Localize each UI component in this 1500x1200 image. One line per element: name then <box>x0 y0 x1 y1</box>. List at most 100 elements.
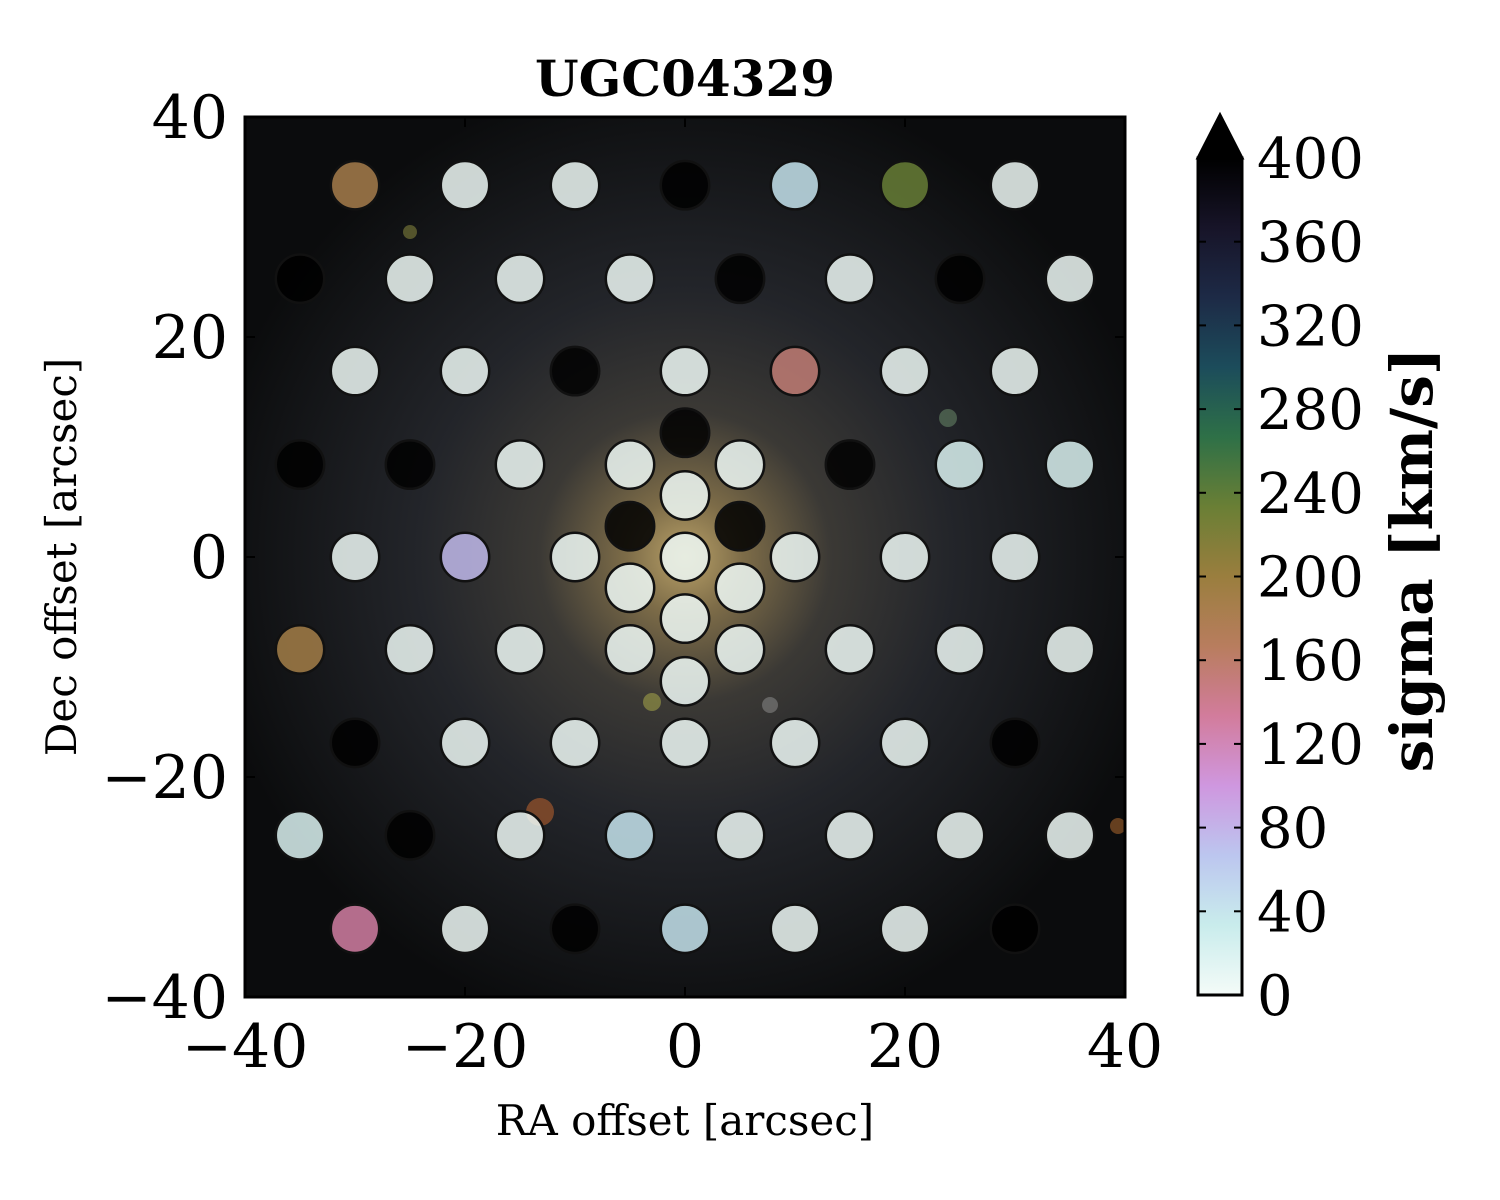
fiber-marker <box>879 345 931 397</box>
colorbar-tick-label: 160 <box>1257 629 1364 694</box>
fiber-marker <box>989 345 1041 397</box>
fiber-marker <box>274 623 326 675</box>
y-tick-label: 40 <box>152 83 228 153</box>
fiber-marker <box>934 809 986 861</box>
fiber-marker <box>769 345 821 397</box>
fiber-marker <box>824 623 876 675</box>
fiber-marker <box>329 531 381 583</box>
fiber-marker <box>769 159 821 211</box>
fiber-marker <box>384 439 436 491</box>
fiber-marker <box>604 562 656 614</box>
y-axis-label: Dec offset [arcsec] <box>37 358 86 757</box>
x-tick-label: −40 <box>182 1012 309 1082</box>
fiber-marker <box>989 159 1041 211</box>
fiber-marker <box>1044 809 1096 861</box>
fiber-marker <box>659 655 711 707</box>
fiber-marker <box>989 717 1041 769</box>
fiber-marker <box>604 500 656 552</box>
fiber-marker <box>714 809 766 861</box>
x-tick-label: −20 <box>402 1012 529 1082</box>
colorbar-tick-label: 360 <box>1257 211 1364 276</box>
fiber-marker <box>439 159 491 211</box>
x-tick-label: 0 <box>666 1012 704 1082</box>
y-tick-label: 0 <box>190 523 228 593</box>
x-tick-label: 40 <box>1087 1012 1163 1082</box>
fiber-marker <box>879 159 931 211</box>
fiber-marker <box>989 903 1041 955</box>
fiber-marker <box>494 253 546 305</box>
fiber-marker <box>604 809 656 861</box>
fiber-marker <box>714 253 766 305</box>
fiber-marker <box>659 903 711 955</box>
fiber-marker <box>274 253 326 305</box>
fiber-marker <box>329 159 381 211</box>
fiber-marker <box>494 439 546 491</box>
fiber-marker <box>549 159 601 211</box>
colorbar-extend-arrow <box>1195 111 1245 160</box>
colorbar-tick-label: 40 <box>1257 880 1328 945</box>
y-tick-label: 20 <box>152 303 228 373</box>
fiber-marker <box>659 593 711 645</box>
colorbar-tick-label: 320 <box>1257 294 1364 359</box>
fiber-marker <box>439 345 491 397</box>
fiber-marker <box>934 439 986 491</box>
fiber-marker <box>439 531 491 583</box>
colorbar-tick-label: 80 <box>1257 797 1328 862</box>
fiber-marker <box>1044 623 1096 675</box>
chart-title: UGC04329 <box>535 49 835 108</box>
fiber-marker <box>439 903 491 955</box>
fiber-marker <box>549 903 601 955</box>
fiber-marker <box>549 345 601 397</box>
fiber-markers <box>274 159 1096 955</box>
colorbar-ticks <box>1198 240 1242 913</box>
fiber-marker <box>274 439 326 491</box>
fiber-marker <box>824 809 876 861</box>
colorbar-tick-label: 0 <box>1257 964 1293 1029</box>
fiber-marker <box>714 562 766 614</box>
fiber-marker <box>659 531 711 583</box>
fiber-marker <box>824 253 876 305</box>
fiber-marker <box>769 531 821 583</box>
fiber-marker <box>769 903 821 955</box>
fiber-marker <box>329 345 381 397</box>
x-tick-label: 20 <box>867 1012 943 1082</box>
colorbar: 0 40 80 120 160 200 240 280 320 360 400 sigma [km/… <box>1195 111 1446 1029</box>
fiber-marker <box>879 717 931 769</box>
colorbar-tick-label: 200 <box>1257 546 1364 611</box>
fiber-marker <box>659 717 711 769</box>
fiber-marker <box>604 253 656 305</box>
colorbar-tick-label: 240 <box>1257 462 1364 527</box>
fiber-marker <box>879 903 931 955</box>
fiber-marker <box>769 717 821 769</box>
y-tick-label: −40 <box>101 963 228 1033</box>
fiber-marker <box>714 623 766 675</box>
x-tick-labels: −40 −20 0 20 40 <box>182 1012 1163 1082</box>
fiber-marker <box>1044 253 1096 305</box>
y-tick-labels: −40 −20 0 20 40 <box>101 83 228 1033</box>
fiber-marker <box>879 531 931 583</box>
fiber-marker <box>1044 439 1096 491</box>
fiber-marker <box>274 809 326 861</box>
fiber-marker <box>384 623 436 675</box>
fiber-marker <box>329 903 381 955</box>
fiber-marker <box>494 809 546 861</box>
fiber-marker <box>659 345 711 397</box>
fiber-marker <box>989 531 1041 583</box>
colorbar-tick-label: 120 <box>1257 713 1364 778</box>
fiber-marker <box>384 253 436 305</box>
fiber-marker <box>659 469 711 521</box>
fiber-marker <box>549 717 601 769</box>
fiber-marker <box>494 623 546 675</box>
fiber-marker <box>604 439 656 491</box>
fiber-marker <box>439 717 491 769</box>
fiber-marker <box>824 439 876 491</box>
colorbar-tick-labels: 0 40 80 120 160 200 240 280 320 360 400 <box>1257 127 1364 1029</box>
fiber-marker <box>549 531 601 583</box>
fiber-marker <box>384 809 436 861</box>
fiber-marker <box>659 407 711 459</box>
fiber-marker <box>714 439 766 491</box>
fiber-marker <box>329 717 381 769</box>
fiber-marker <box>659 159 711 211</box>
fiber-marker <box>934 623 986 675</box>
colorbar-tick-label: 280 <box>1257 378 1364 443</box>
